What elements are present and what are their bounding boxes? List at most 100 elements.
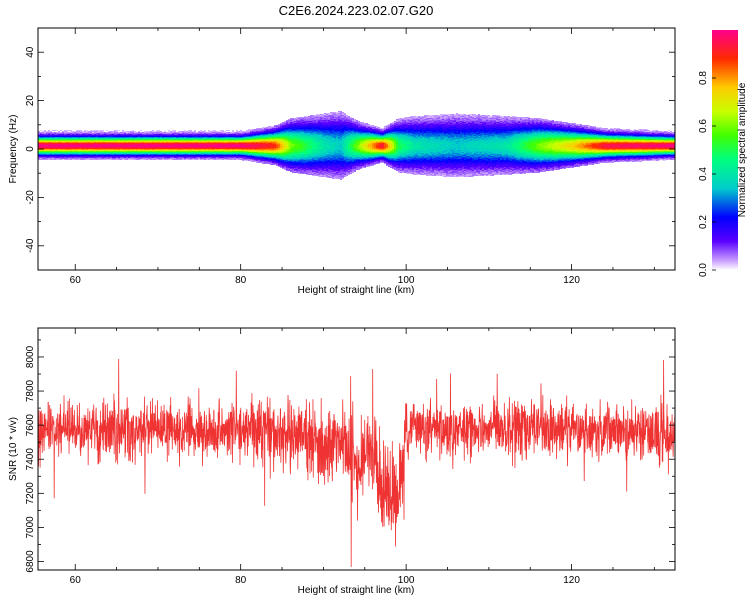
heatmap-cell <box>236 139 238 140</box>
heatmap-cell <box>40 135 42 136</box>
heatmap-cell <box>268 161 270 162</box>
heatmap-cell <box>264 141 266 142</box>
heatmap-cell <box>114 130 116 131</box>
heatmap-cell <box>308 154 310 155</box>
heatmap-cell <box>198 137 200 138</box>
heatmap-cell <box>44 144 46 145</box>
heatmap-cell <box>312 159 314 160</box>
heatmap-cell <box>240 130 242 131</box>
heatmap-cell <box>246 131 248 132</box>
heatmap-cell <box>116 144 118 145</box>
heatmap-cell <box>234 137 236 138</box>
heatmap-cell <box>222 133 224 134</box>
heatmap-cell <box>284 129 286 130</box>
heatmap-cell <box>262 144 264 145</box>
heatmap-cell <box>302 164 304 165</box>
heatmap-cell <box>222 132 224 133</box>
heatmap-cell <box>252 129 254 130</box>
heatmap-cell <box>250 160 252 161</box>
heatmap-cell <box>296 125 298 126</box>
heatmap-cell <box>282 141 284 142</box>
heatmap-cell <box>306 144 308 145</box>
heatmap-cell <box>234 159 236 160</box>
heatmap-cell <box>300 127 302 128</box>
heatmap-cell <box>90 130 92 131</box>
heatmap-cell <box>292 122 294 123</box>
heatmap-cell <box>124 132 126 133</box>
heatmap-cell <box>274 142 276 143</box>
heatmap-cell <box>306 158 308 159</box>
heatmap-cell <box>94 132 96 133</box>
heatmap-cell <box>324 120 326 121</box>
heatmap-cell <box>86 148 88 149</box>
heatmap-cell <box>162 150 164 151</box>
heatmap-cell <box>102 158 104 159</box>
heatmap-cell <box>212 141 214 142</box>
heatmap-cell <box>148 159 150 160</box>
heatmap-cell <box>184 154 186 155</box>
heatmap-cell <box>298 135 300 136</box>
heatmap-cell <box>296 121 298 122</box>
heatmap-cell <box>190 157 192 158</box>
heatmap-cell <box>162 132 164 133</box>
heatmap-cell <box>56 155 58 156</box>
heatmap-cell <box>248 137 250 138</box>
heatmap-cell <box>306 167 308 168</box>
heatmap-cell <box>184 149 186 150</box>
heatmap-cell <box>144 153 146 154</box>
heatmap-cell <box>198 133 200 134</box>
heatmap-cell <box>248 142 250 143</box>
heatmap-cell <box>164 143 166 144</box>
heatmap-cell <box>64 135 66 136</box>
heatmap-cell <box>188 132 190 133</box>
heatmap-band <box>38 111 675 180</box>
heatmap-cell <box>260 151 262 152</box>
heatmap-cell <box>250 137 252 138</box>
heatmap-cell <box>90 135 92 136</box>
heatmap-cell <box>322 126 324 127</box>
heatmap-cell <box>194 157 196 158</box>
heatmap-cell <box>224 151 226 152</box>
heatmap-cell <box>286 123 288 124</box>
heatmap-cell <box>42 149 44 150</box>
heatmap-cell <box>286 167 288 168</box>
heatmap-cell <box>40 151 42 152</box>
heatmap-cell <box>296 163 298 164</box>
heatmap-cell <box>174 135 176 136</box>
heatmap-cell <box>306 172 308 173</box>
heatmap-cell <box>160 152 162 153</box>
heatmap-cell <box>268 151 270 152</box>
heatmap-cell <box>284 141 286 142</box>
heatmap-cell <box>306 137 308 138</box>
heatmap-cell <box>308 124 310 125</box>
heatmap-cell <box>252 158 254 159</box>
heatmap-cell <box>250 136 252 137</box>
heatmap-cell <box>124 150 126 151</box>
heatmap-cell <box>70 150 72 151</box>
heatmap-cell <box>264 140 266 141</box>
heatmap-cell <box>156 151 158 152</box>
heatmap-cell <box>40 155 42 156</box>
heatmap-cell <box>102 154 104 155</box>
heatmap-cell <box>168 146 170 147</box>
heatmap-cell <box>200 140 202 141</box>
heatmap-cell <box>258 159 260 160</box>
heatmap-cell <box>62 154 64 155</box>
heatmap-cell <box>44 157 46 158</box>
heatmap-cell <box>312 130 314 131</box>
heatmap-cell <box>146 140 148 141</box>
heatmap-cell <box>74 136 76 137</box>
heatmap-cell <box>306 147 308 148</box>
heatmap-cell <box>80 147 82 148</box>
heatmap-cell <box>44 135 46 136</box>
heatmap-cell <box>264 155 266 156</box>
heatmap-cell <box>130 149 132 150</box>
heatmap-cell <box>212 142 214 143</box>
heatmap-cell <box>302 147 304 148</box>
heatmap-cell <box>50 138 52 139</box>
heatmap-cell <box>176 137 178 138</box>
heatmap-cell <box>316 121 318 122</box>
heatmap-cell <box>224 132 226 133</box>
heatmap-cell <box>296 158 298 159</box>
heatmap-cell <box>256 141 258 142</box>
